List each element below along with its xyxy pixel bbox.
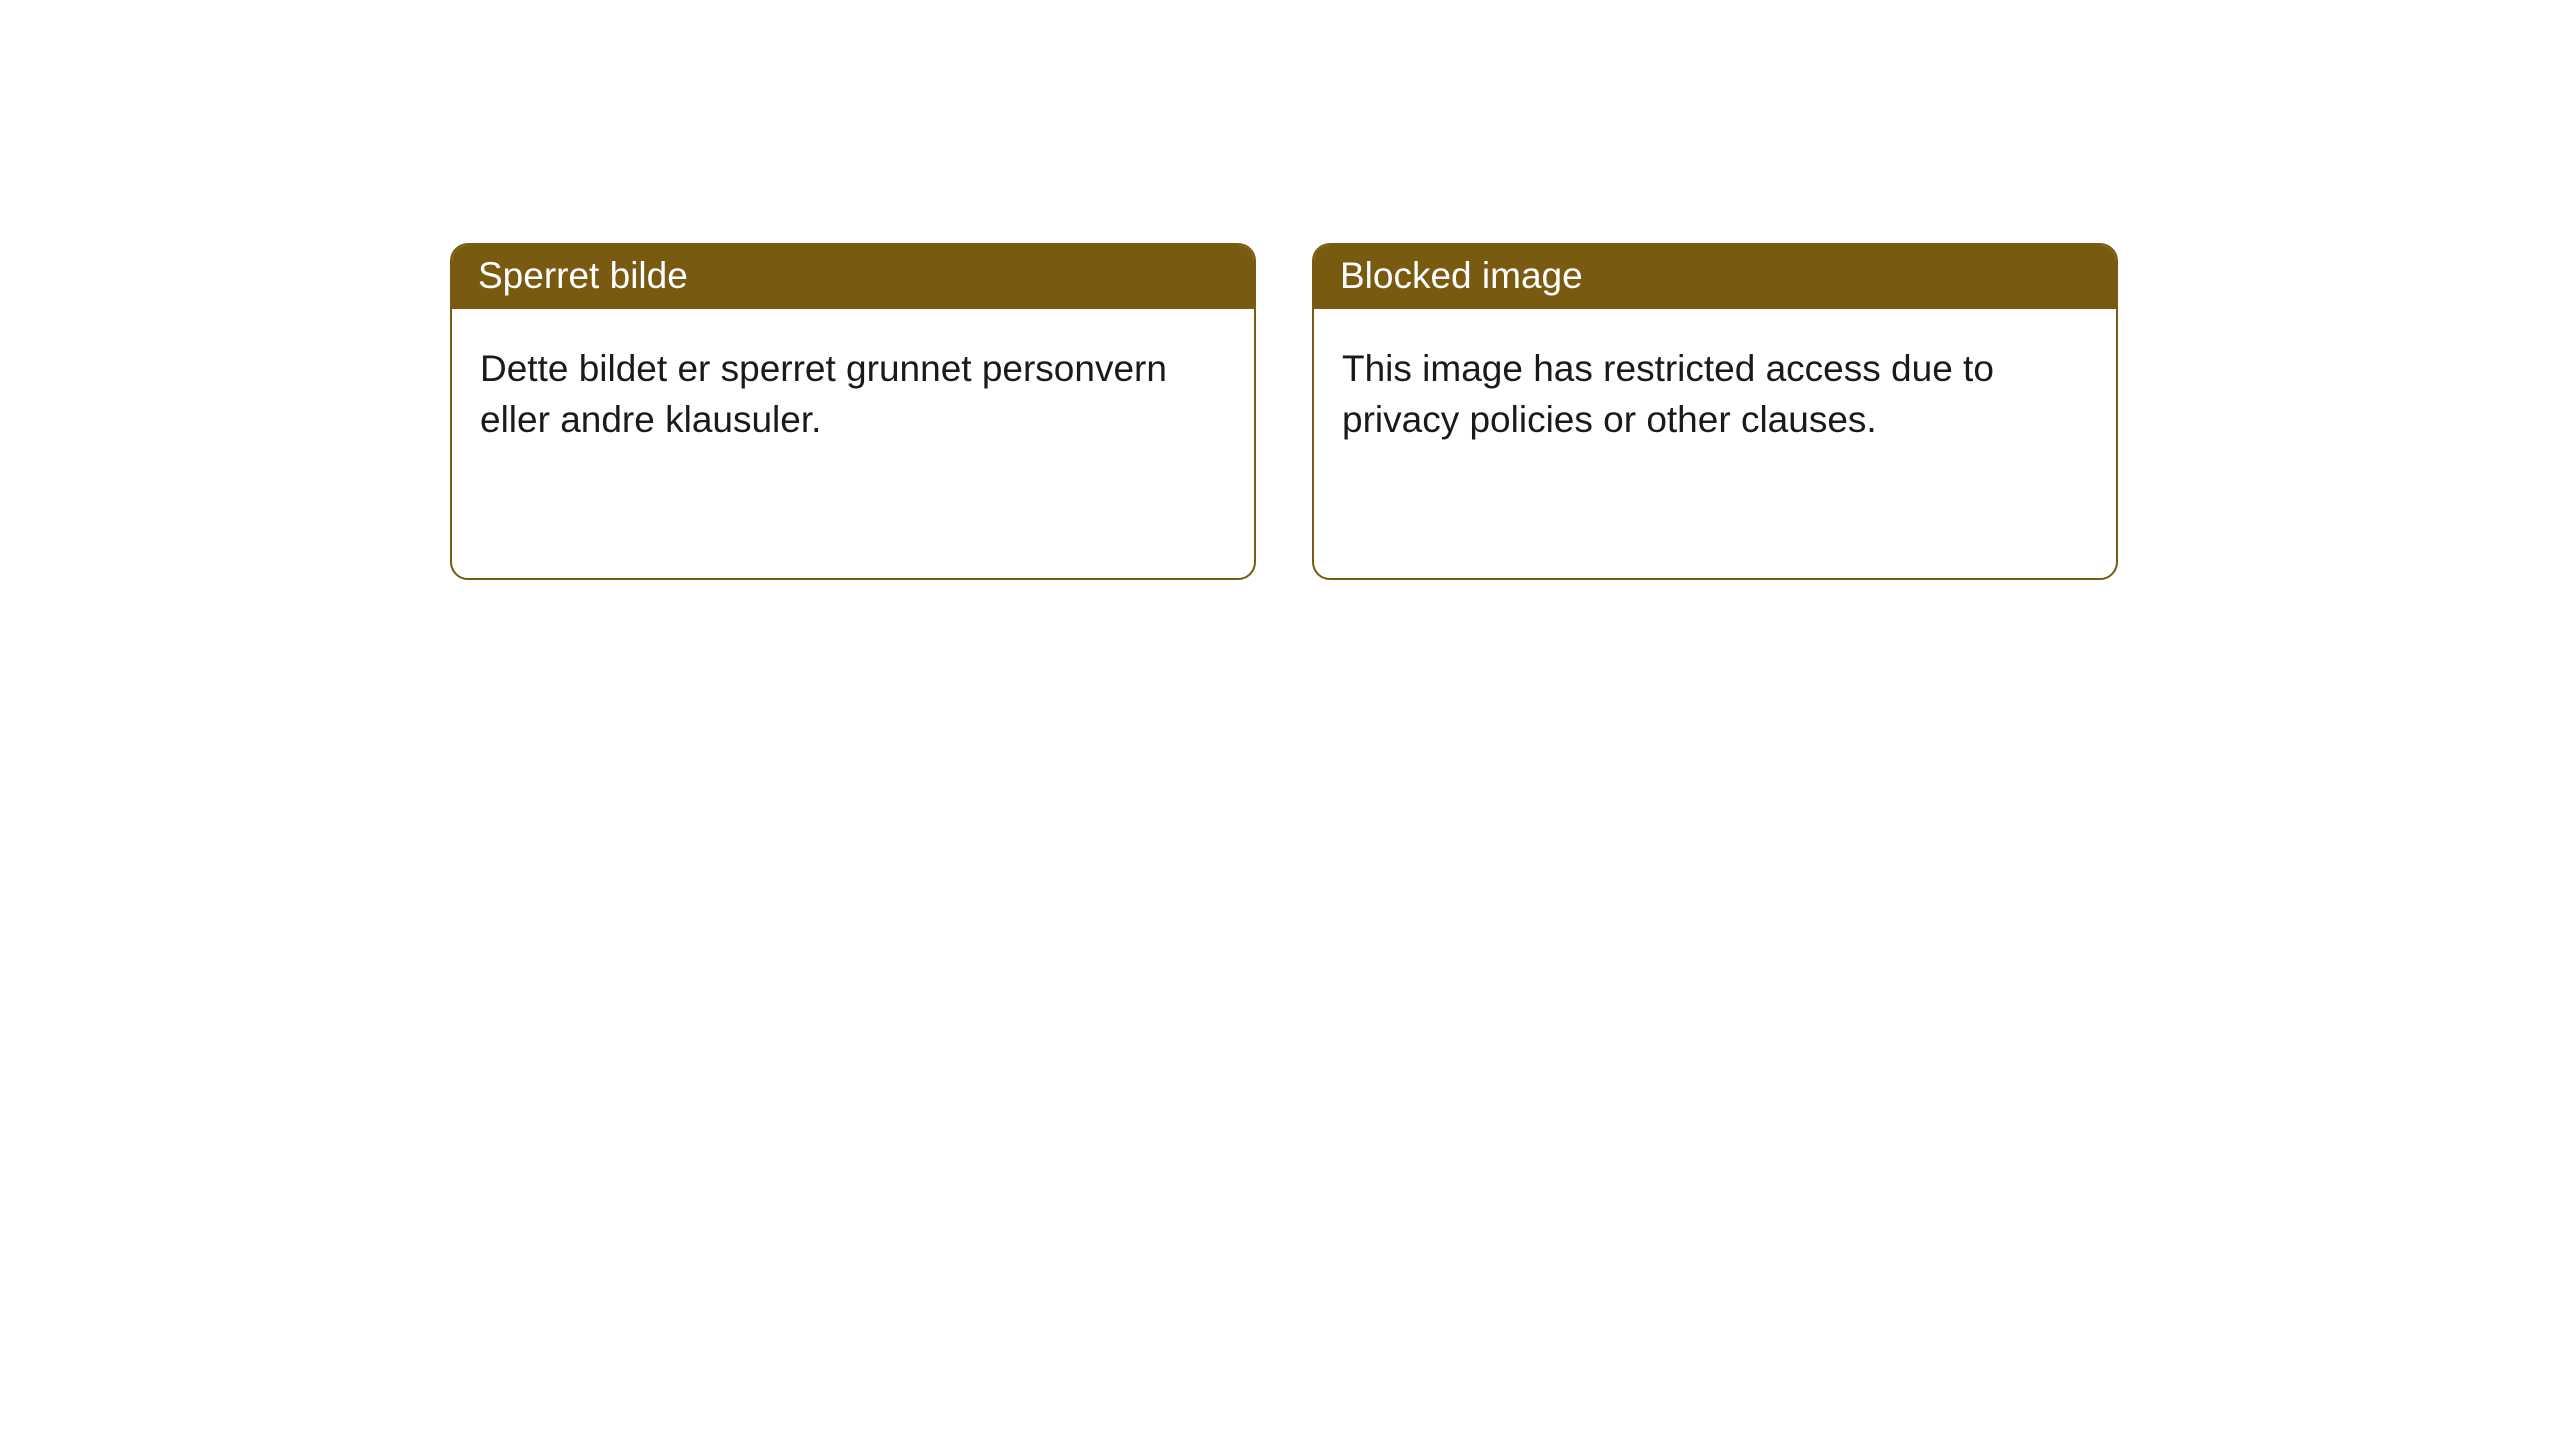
notice-card-body: This image has restricted access due to …: [1314, 309, 2116, 479]
notice-card-body: Dette bildet er sperret grunnet personve…: [452, 309, 1254, 479]
notice-card-title: Blocked image: [1314, 245, 2116, 309]
notice-card-norwegian: Sperret bilde Dette bildet er sperret gr…: [450, 243, 1256, 580]
notice-card-title: Sperret bilde: [452, 245, 1254, 309]
notice-cards-container: Sperret bilde Dette bildet er sperret gr…: [0, 0, 2560, 580]
notice-card-english: Blocked image This image has restricted …: [1312, 243, 2118, 580]
